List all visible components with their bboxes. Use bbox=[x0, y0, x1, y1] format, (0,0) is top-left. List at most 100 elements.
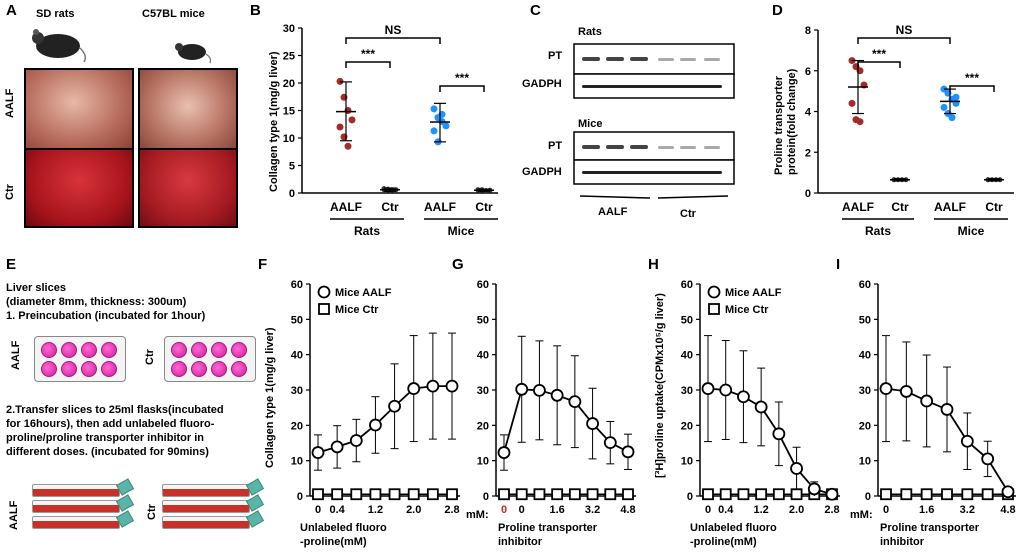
ctr-well-plate bbox=[164, 336, 256, 382]
y-tick-label: 8 bbox=[805, 25, 811, 37]
aalf-circle-marker bbox=[879, 382, 893, 395]
ctr-square-marker bbox=[772, 488, 785, 501]
aalf-circle-marker bbox=[981, 452, 995, 466]
y-tick-label: 10 bbox=[859, 456, 871, 468]
panel-e-step2-0: 2.Transfer slices to 25ml flasks(incubat… bbox=[6, 404, 224, 416]
aalf-circle-marker bbox=[1001, 485, 1015, 499]
y-tick-label: 2 bbox=[805, 147, 811, 159]
y-tick-label: 10 bbox=[681, 456, 693, 468]
panel-c-rats-gadph-label: GADPH bbox=[522, 78, 562, 90]
x-tick-label: 3.2 bbox=[585, 504, 600, 516]
panel-e-line-0: Liver slices bbox=[6, 282, 66, 294]
x-tick-label: 0 bbox=[705, 504, 711, 516]
x-tick-label: 2.0 bbox=[789, 504, 804, 516]
y-tick-label: 60 bbox=[859, 279, 871, 291]
y-tick-label: 60 bbox=[681, 279, 693, 291]
y-tick-label: 10 bbox=[291, 456, 303, 468]
x-tick-label: 1.2 bbox=[368, 504, 383, 516]
aalf-circle-marker bbox=[825, 487, 839, 501]
group-label: AALF bbox=[842, 200, 874, 214]
ctr-square-marker bbox=[568, 488, 581, 501]
panel-c-aalf-label: AALF bbox=[598, 206, 628, 218]
y-tick-label: 10 bbox=[477, 456, 489, 468]
y-tick-label: 20 bbox=[283, 78, 295, 90]
ctr-square-marker bbox=[941, 488, 953, 501]
group-label: Ctr bbox=[985, 200, 1003, 214]
ctr-square-marker bbox=[920, 488, 933, 501]
legend-aalf-marker bbox=[707, 285, 721, 299]
panel-h-chart: 0 10 20 30 40 50 60 0 0.4 1.2 2.0 2.8 Mice AALF Mice … bbox=[681, 279, 840, 516]
x-tick-label: 1.6 bbox=[549, 504, 564, 516]
group-label: Ctr bbox=[891, 200, 909, 214]
aalf-circle-marker bbox=[701, 382, 715, 395]
x-tick-label: 4.8 bbox=[620, 504, 635, 516]
y-tick-label: 30 bbox=[291, 385, 303, 397]
ctr-square-marker bbox=[515, 488, 528, 501]
y-tick-label: 0 bbox=[865, 491, 871, 503]
x-tick-label: 1.2 bbox=[753, 504, 768, 516]
species-label: Mice bbox=[448, 224, 475, 238]
data-point bbox=[348, 116, 356, 124]
ctr-square-marker bbox=[622, 488, 634, 501]
ns-bracket-label: NS bbox=[896, 23, 913, 37]
panel-g-xlabel-2: inhibitor bbox=[498, 536, 542, 548]
data-point bbox=[848, 99, 856, 107]
panel-f-xlabel-2: -proline(mM) bbox=[300, 536, 367, 548]
y-tick-label: 6 bbox=[805, 66, 811, 78]
legend-ctr-marker bbox=[708, 303, 720, 315]
panel-c-mice-gadph-label: GADPH bbox=[522, 166, 562, 178]
sig-bracket-rats bbox=[345, 61, 391, 68]
panel-a-ctr-label: Ctr bbox=[4, 184, 16, 200]
aalf-circle-marker bbox=[388, 399, 401, 413]
aalf-circle-marker bbox=[920, 394, 934, 408]
aalf-circle-marker bbox=[790, 462, 803, 475]
rat-aalf-liver-photo bbox=[24, 68, 134, 152]
panel-d-ylabel-1: Proline transporter bbox=[773, 75, 785, 175]
ctr-square-marker bbox=[350, 488, 363, 501]
data-point bbox=[336, 123, 344, 131]
panel-i-xlabel-1: Proline transporter bbox=[880, 522, 980, 534]
y-tick-label: 25 bbox=[283, 51, 295, 63]
y-tick-label: 20 bbox=[859, 420, 871, 432]
group-label: AALF bbox=[934, 200, 966, 214]
y-tick-label: 40 bbox=[859, 350, 871, 362]
data-point bbox=[430, 105, 438, 113]
panel-e-letter: E bbox=[6, 256, 17, 273]
data-point bbox=[952, 93, 960, 101]
legend-aalf-label: Mice AALF bbox=[335, 287, 392, 299]
panel-f-letter: F bbox=[258, 256, 268, 273]
y-tick-label: 5 bbox=[289, 161, 295, 173]
ns-bracket-label: NS bbox=[385, 23, 402, 37]
aalf-circle-marker bbox=[737, 390, 750, 404]
x-tick-label: 1.6 bbox=[919, 504, 934, 516]
x-tick-label: 0.4 bbox=[718, 504, 734, 516]
panel-h-xlabel-2: -proline(mM) bbox=[690, 536, 757, 548]
legend-aalf-label: Mice AALF bbox=[725, 287, 782, 299]
sig-bracket-rats-label: *** bbox=[361, 47, 375, 61]
panel-e-step2-3: different doses. (incubated for 90mins) bbox=[6, 446, 209, 458]
panel-a-aalf-label: AALF bbox=[4, 88, 16, 118]
panel-c-mice-pt-label: PT bbox=[548, 140, 563, 152]
sig-bracket-mice bbox=[949, 85, 995, 92]
panel-b-ylabel: Collagen type 1(mg/g liver) bbox=[268, 51, 280, 192]
y-tick-label: 30 bbox=[681, 385, 693, 397]
x-tick-label: 4.8 bbox=[1000, 504, 1015, 516]
y-tick-label: 60 bbox=[477, 279, 489, 291]
panel-a-rats-label: SD rats bbox=[36, 8, 75, 20]
x-tick-label: 0 bbox=[501, 504, 507, 516]
y-tick-label: 40 bbox=[291, 350, 303, 362]
y-tick-label: 0 bbox=[805, 188, 811, 200]
aalf-circle-marker bbox=[349, 434, 363, 447]
y-tick-label: 40 bbox=[681, 350, 693, 362]
legend-ctr-label: Mice Ctr bbox=[335, 304, 379, 316]
x-tick-label: 2.8 bbox=[444, 504, 459, 516]
y-tick-label: 40 bbox=[477, 350, 489, 362]
panel-i-xlabel-2: inhibitor bbox=[880, 536, 924, 548]
aalf-circle-marker bbox=[445, 379, 459, 393]
group-label: AALF bbox=[330, 200, 362, 214]
ctr-square-marker bbox=[407, 488, 420, 501]
ctr-square-marker bbox=[331, 488, 344, 501]
aalf-well-plate bbox=[34, 336, 126, 382]
y-tick-label: 0 bbox=[289, 188, 295, 200]
